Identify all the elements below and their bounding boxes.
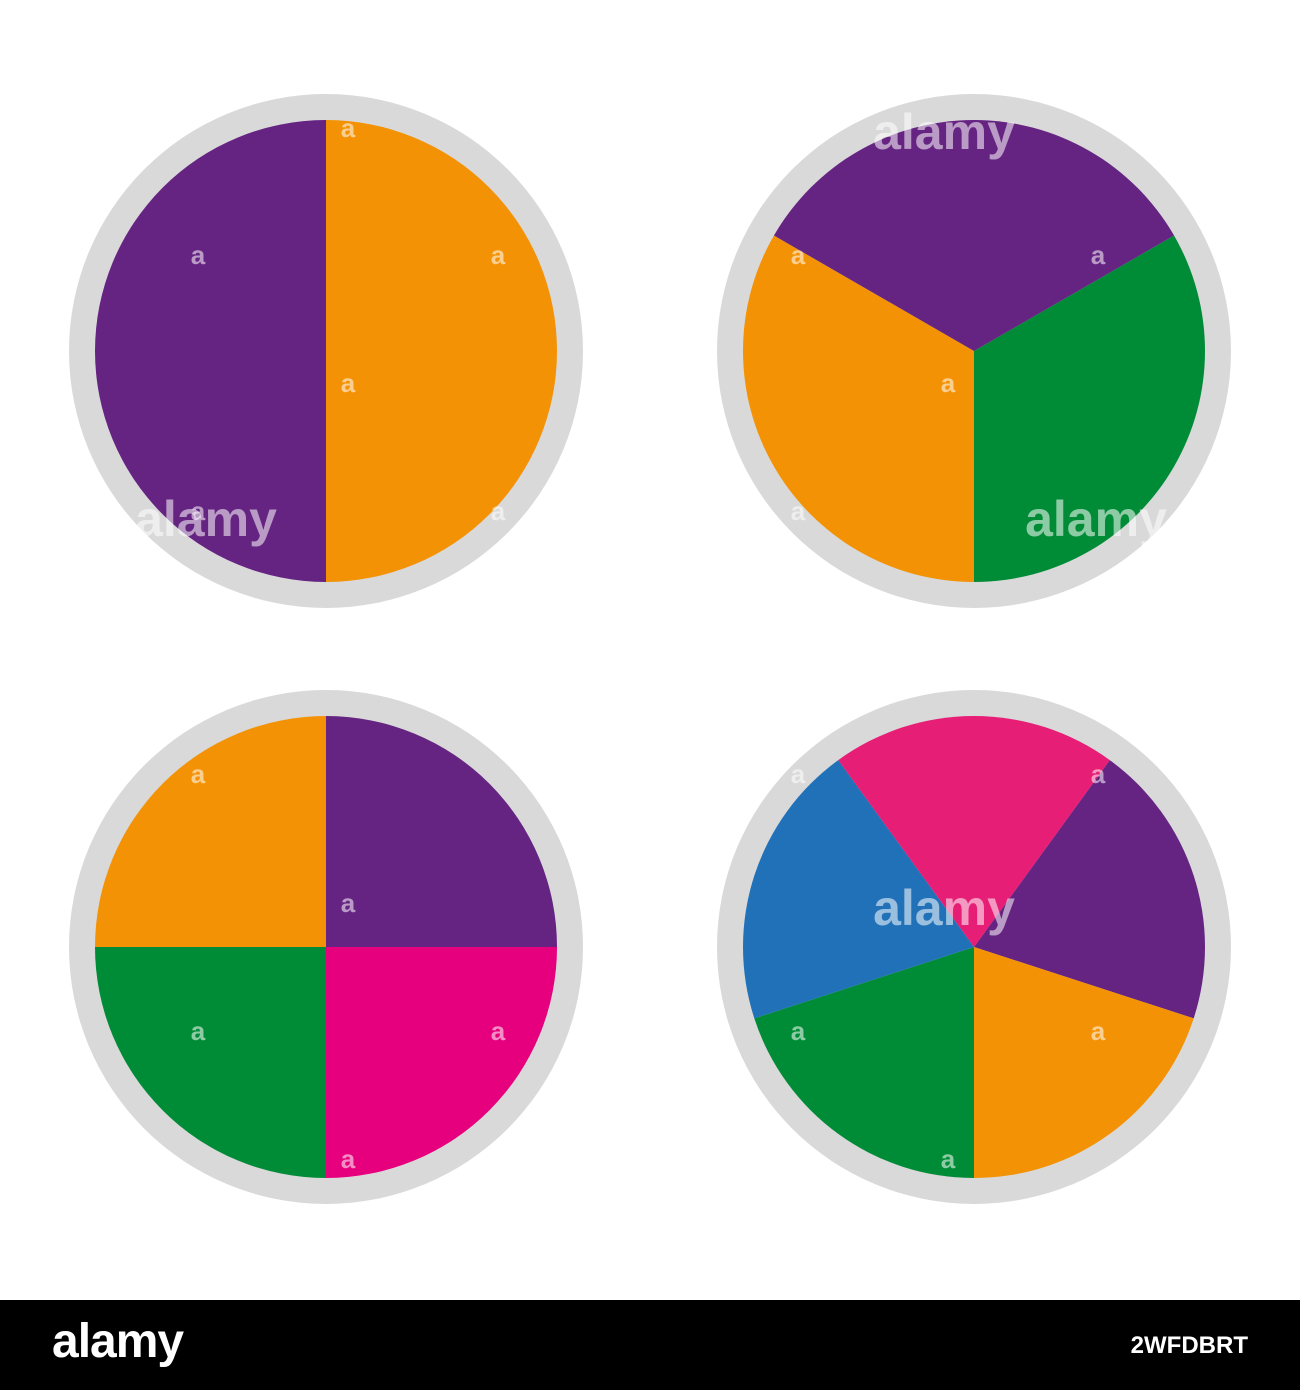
pie-slice [95,947,326,1178]
footer-image-id: 2WFDBRT [1130,1332,1248,1359]
pie-slice [974,760,1205,1019]
pie-slice [95,120,326,582]
pie-slice [754,947,974,1178]
pie-slice [838,716,1110,947]
pie-slice [743,760,974,1019]
pie-chart-halves [69,94,583,608]
pie-chart-thirds [717,94,1231,608]
pie-slice [326,120,557,582]
pie-slice [743,235,974,582]
pie-slice [95,716,326,947]
pie-slice [326,716,557,947]
pie-chart-fifths [717,690,1231,1204]
pie-slice [974,947,1194,1178]
pie-slice [974,235,1205,582]
pie-slice [773,120,1175,351]
footer-logo: alamy [52,1315,184,1368]
footer-bar: alamy 2WFDBRT [0,1300,1300,1390]
pie-slice [326,947,557,1178]
pie-chart-quarters [69,690,583,1204]
